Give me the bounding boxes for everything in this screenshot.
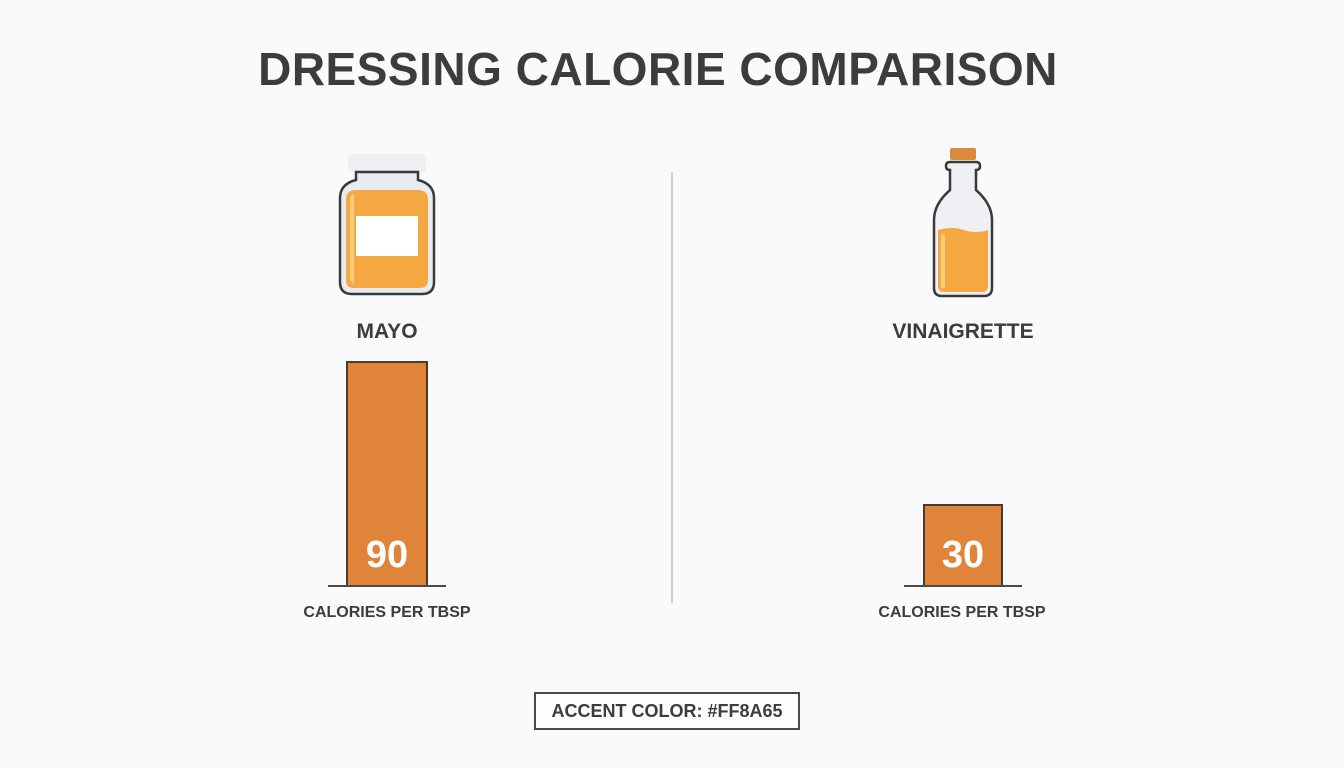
- center-divider: [671, 172, 673, 603]
- category-label-mayo: MAYO: [356, 320, 418, 343]
- unit-label-vinaigrette: CALORIES PER TBSP: [878, 604, 1046, 621]
- baseline-mayo: [328, 585, 446, 587]
- bar-vinaigrette: 30: [923, 504, 1003, 587]
- chart-title: DRESSING CALORIE COMPARISON: [258, 43, 1058, 95]
- bar-value-mayo: 90: [365, 534, 409, 576]
- category-label-vinaigrette: VINAIGRETTE: [892, 320, 1034, 343]
- bar-mayo: 90: [346, 361, 428, 587]
- bottle-icon: [932, 148, 994, 298]
- accent-color-label: ACCENT COLOR: #FF8A65: [534, 692, 800, 730]
- jar-icon: [338, 154, 436, 296]
- baseline-vinaigrette: [904, 585, 1022, 587]
- unit-label-mayo: CALORIES PER TBSP: [303, 604, 471, 621]
- bar-value-vinaigrette: 30: [941, 534, 985, 576]
